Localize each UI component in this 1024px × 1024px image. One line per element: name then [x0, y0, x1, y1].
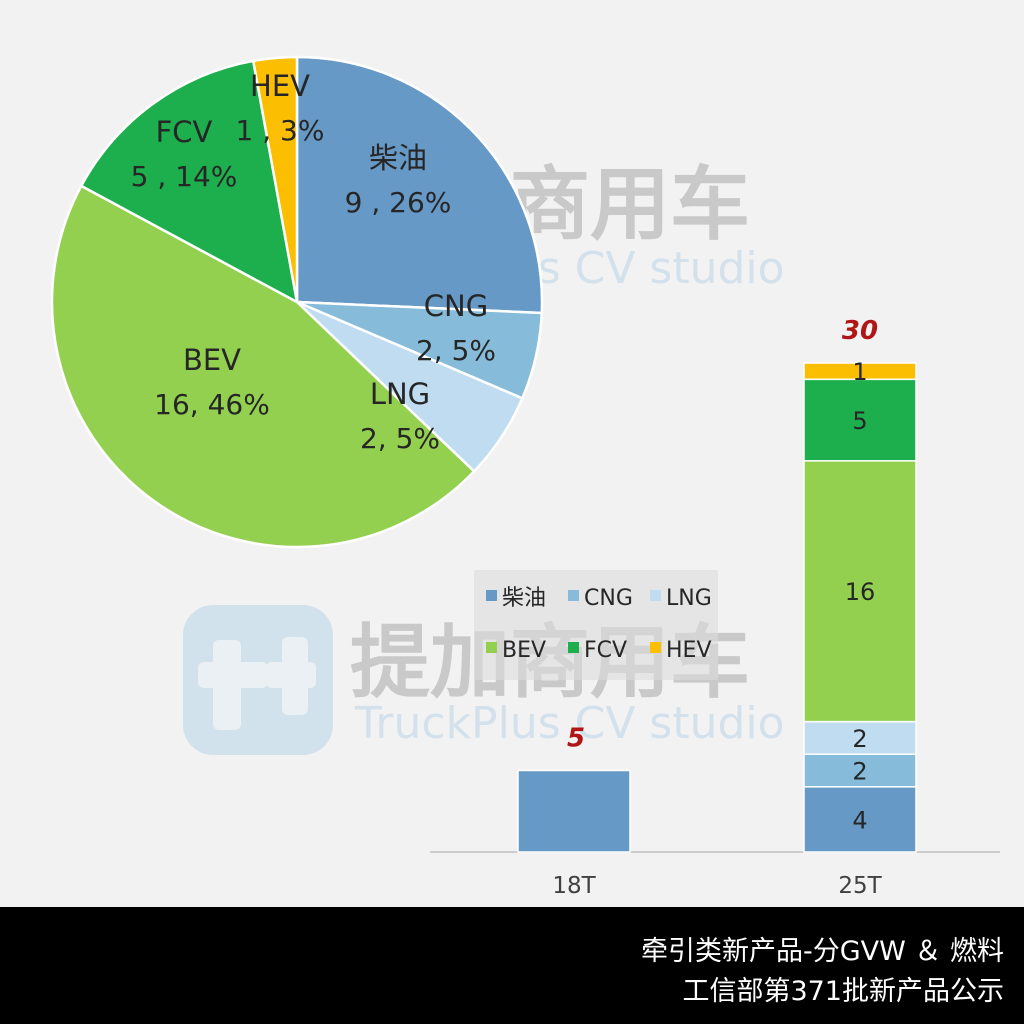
legend-item-label: LNG — [666, 586, 712, 611]
legend-swatch — [486, 590, 497, 601]
pie-slice-name-label: HEV — [250, 69, 310, 103]
chart-figure: 提加商用车 TruckPlus CV studio 提加商用车 TruckPlu… — [50, 55, 1000, 899]
legend: 柴油 CNG LNG BEV FCV HEV — [474, 570, 718, 680]
pie-slice-name-label: CNG — [424, 289, 488, 323]
bar-total-label: 30 — [842, 316, 878, 346]
footer-subtitle: 工信部第371批新产品公示 — [682, 976, 1004, 1007]
x-tick-label: 25T — [838, 873, 882, 899]
footer-banner: 牵引类新产品-分GVW ＆ 燃料 工信部第371批新产品公示 — [0, 907, 1024, 1024]
bar-segment — [803, 786, 917, 853]
pie-slice-value-label: 2, 5% — [416, 334, 496, 367]
bar-segment-value-label: 5 — [852, 407, 867, 435]
pie-slice-1 — [295, 55, 544, 315]
stacked-bar-chart: 5 18T 4 2 2 16 5 1 30 25T — [430, 316, 1000, 899]
pie-slice-value-label: 1 , 3% — [236, 114, 325, 147]
legend-item-label: BEV — [502, 638, 546, 663]
pie-slice-value-label: 2, 5% — [360, 422, 440, 455]
bar-segment-value-label: 2 — [852, 725, 867, 753]
pie-slice-4 — [50, 184, 476, 549]
legend-swatch — [568, 642, 579, 653]
bar-segment — [803, 362, 917, 381]
footer-title: 牵引类新产品-分GVW ＆ 燃料 — [641, 936, 1004, 967]
bar-segment — [517, 769, 631, 853]
bar-segment-value-label: 1 — [852, 358, 867, 386]
pie-chart — [50, 55, 544, 549]
legend-box — [474, 570, 718, 680]
bar-total-label: 5 — [567, 724, 585, 754]
legend-item-label: 柴油 — [502, 586, 546, 611]
bar-segment-value-label: 16 — [845, 578, 876, 606]
pie-slice-name-label: BEV — [183, 343, 241, 377]
pie-labels: 柴油 9 , 26% CNG 2, 5% LNG 2, 5% BEV 16, 46% FCV 5 … — [131, 69, 496, 455]
pie-slice-value-label: 16, 46% — [154, 388, 270, 421]
legend-swatch — [568, 590, 579, 601]
bar-segment — [803, 720, 917, 755]
bar-segment-value-label: 2 — [852, 758, 867, 786]
pie-slice-6 — [251, 55, 299, 303]
pie-slice-name-label: LNG — [370, 377, 430, 411]
legend-swatch — [650, 642, 661, 653]
legend-item-label: FCV — [584, 638, 627, 663]
pie-slice-5 — [79, 59, 299, 305]
watermark-en-text: TruckPlus CV studio — [354, 698, 785, 749]
x-tick-label: 18T — [552, 873, 596, 899]
legend-item-label: HEV — [666, 638, 712, 663]
bar-segment — [803, 378, 917, 462]
legend-swatch — [650, 590, 661, 601]
pie-slice-name-label: 柴油 — [369, 141, 427, 175]
legend-item-label: CNG — [584, 586, 633, 611]
bar-segment — [803, 460, 917, 723]
pie-slice-value-label: 5 , 14% — [131, 160, 238, 193]
legend-swatch — [486, 642, 497, 653]
bar-segment-value-label: 4 — [852, 806, 867, 834]
pie-slice-name-label: FCV — [156, 115, 213, 149]
pie-slice-value-label: 9 , 26% — [345, 186, 452, 219]
